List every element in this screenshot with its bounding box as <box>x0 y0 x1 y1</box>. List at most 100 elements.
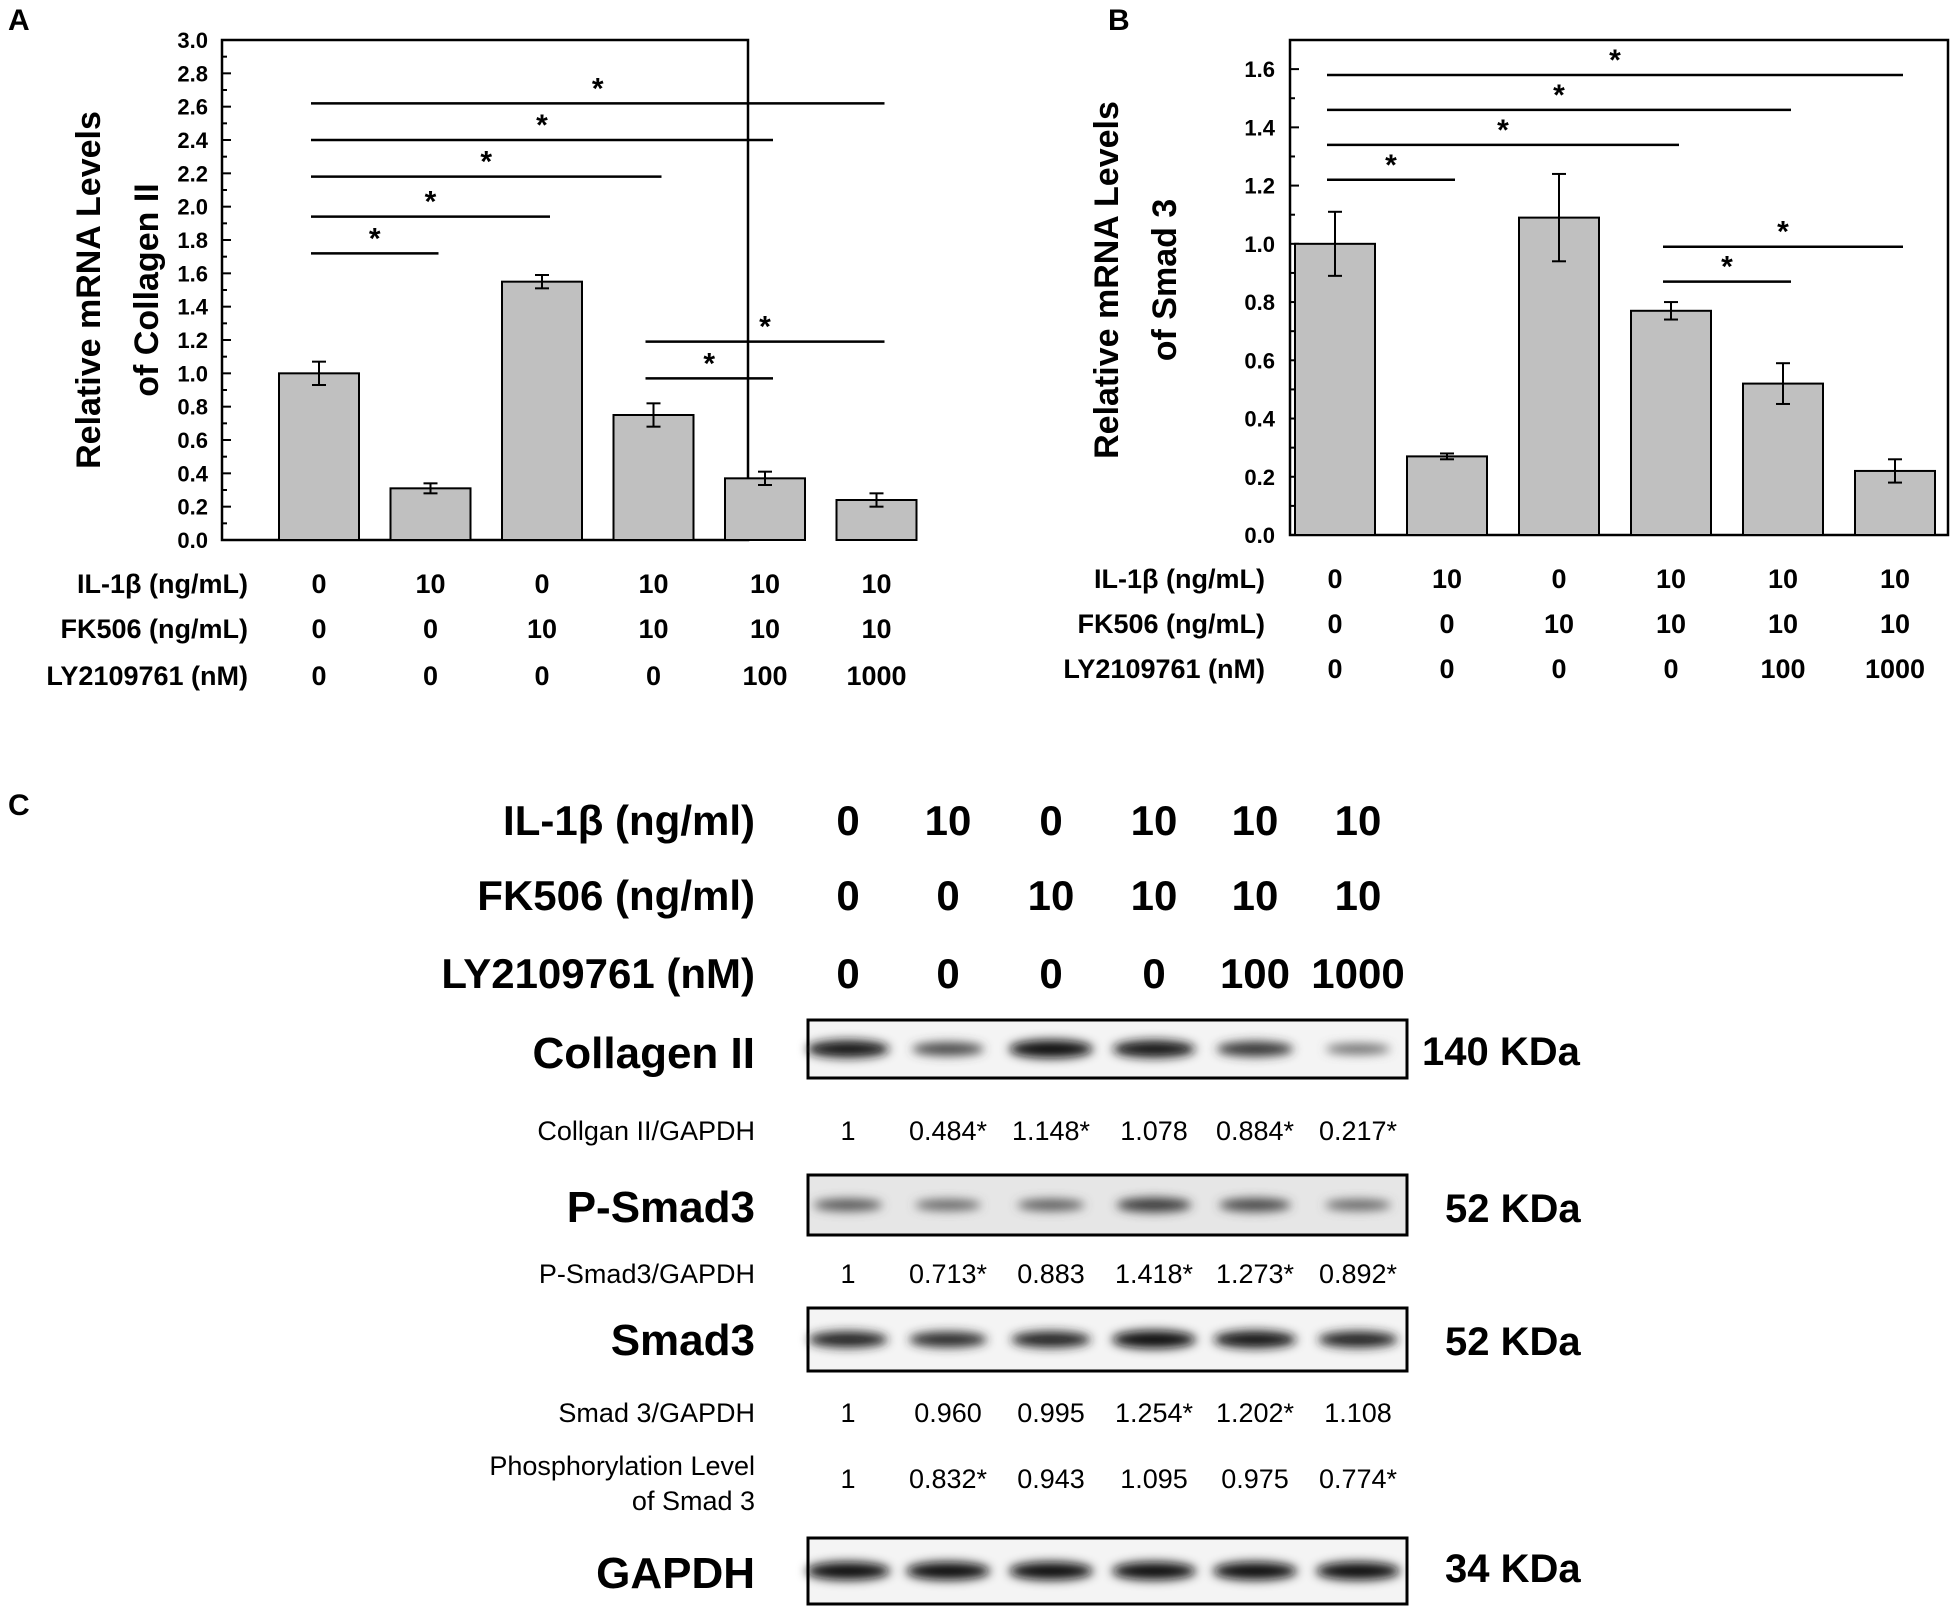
blot-band <box>1112 1330 1196 1349</box>
chart-a-y-tick-label: 3.0 <box>177 28 208 53</box>
blot-treatment-value: 0 <box>1142 950 1165 997</box>
chart-a-treatment-value: 10 <box>861 569 891 599</box>
blot-band <box>1219 1198 1291 1212</box>
chart-b-treatment-label: LY2109761 (nM) <box>1063 654 1265 684</box>
blot-ratio-value: 1.078 <box>1120 1116 1188 1146</box>
chart-a-y-tick-label: 2.6 <box>177 95 208 120</box>
blot-ratio-value: 1.095 <box>1120 1464 1188 1494</box>
blot-band <box>808 1331 888 1348</box>
chart-b-y-tick-label: 0.0 <box>1244 523 1275 548</box>
blot-band <box>1325 1199 1391 1211</box>
chart-b-y-tick-label: 1.0 <box>1244 232 1275 257</box>
chart-a-significance-star: * <box>536 109 548 142</box>
blot-ratio-value: 1.148* <box>1012 1116 1091 1146</box>
chart-b-treatment-value: 0 <box>1551 564 1566 594</box>
chart-a-y-tick-label: 0.2 <box>177 495 208 520</box>
blot-ratio-value: 0.943 <box>1017 1464 1085 1494</box>
chart-a-treatment-value: 1000 <box>846 661 906 691</box>
blot-treatment-value: 10 <box>1335 872 1382 919</box>
blot-ratio-value: 1.273* <box>1216 1259 1295 1289</box>
blot-membrane-frame <box>806 1306 1409 1373</box>
blot-band <box>912 1042 984 1056</box>
chart-a-bar <box>612 414 695 541</box>
chart-a-y-tick-label: 2.8 <box>177 61 208 86</box>
chart-b-y-tick-label: 0.2 <box>1244 465 1275 490</box>
blot-ratio-label: Smad 3/GAPDH <box>558 1398 755 1428</box>
blot-treatment-value: 0 <box>936 872 959 919</box>
blot-ratio-label: Collgan II/GAPDH <box>537 1116 755 1146</box>
chart-a-y-tick-label: 1.4 <box>177 295 208 320</box>
blot-ratio-value: 0.774* <box>1319 1464 1398 1494</box>
chart-a-treatment-value: 0 <box>423 614 438 644</box>
chart-b-significance-star: * <box>1777 216 1789 249</box>
chart-b-treatment-value: 10 <box>1656 609 1686 639</box>
blot-treatment-value: 10 <box>925 797 972 844</box>
blot-band <box>806 1562 890 1580</box>
chart-b-significance-star: * <box>1609 44 1621 77</box>
blot-ratio-value: 1.108 <box>1324 1398 1392 1428</box>
chart-a-y-tick-label: 0.4 <box>177 461 208 486</box>
chart-b-treatment-value: 0 <box>1327 609 1342 639</box>
blot-treatment-value: 0 <box>836 872 859 919</box>
blot-treatment-value: 0 <box>1039 797 1062 844</box>
blot-ratio-value: 1 <box>840 1398 855 1428</box>
blot-ratio-label: of Smad 3 <box>632 1486 755 1516</box>
chart-b-bar <box>1630 309 1712 537</box>
chart-a-significance-star: * <box>369 222 381 255</box>
blot-band <box>1017 1199 1085 1211</box>
blot-kda-label: 34 KDa <box>1445 1547 1581 1591</box>
blot-ratio-value: 1 <box>840 1464 855 1494</box>
chart-b-group: 0.0 0.2 0.4 0.6 0.8 1.0 1.2 1.4 1.6 Relative mRNA… <box>1063 38 1950 684</box>
chart-a-group: 0.0 0.2 0.4 0.6 0.8 1.0 1.2 1.4 1.6 1.8 2.0 2.2 2.4 2… <box>46 28 918 691</box>
blot-band <box>1213 1562 1297 1580</box>
blot-ratio-label: Phosphorylation Level <box>489 1451 755 1481</box>
chart-a-y-tick-label: 1.8 <box>177 228 208 253</box>
chart-b-y-tick-label: 1.4 <box>1244 115 1275 140</box>
chart-a-treatment-value: 0 <box>423 661 438 691</box>
chart-b-y-axis-title: of Smad 3 <box>1146 199 1184 361</box>
blot-ratio-value: 1 <box>840 1116 855 1146</box>
chart-a-y-axis-title: of Collagen II <box>128 183 166 396</box>
chart-b-treatment-value: 0 <box>1439 609 1454 639</box>
chart-b-treatment-value: 0 <box>1663 654 1678 684</box>
chart-b-treatment-value: 10 <box>1880 564 1910 594</box>
chart-b-treatment-label: FK506 (ng/mL) <box>1077 609 1265 639</box>
chart-a-treatment-value: 0 <box>534 661 549 691</box>
chart-a-treatment-value: 0 <box>311 661 326 691</box>
chart-a-bar <box>724 477 806 542</box>
blot-band <box>1112 1040 1196 1058</box>
blot-treatment-value: 10 <box>1232 872 1279 919</box>
blot-treatment-value: 0 <box>836 797 859 844</box>
chart-a-treatment-label: FK506 (ng/mL) <box>60 614 248 644</box>
chart-b-treatment-value: 10 <box>1432 564 1462 594</box>
blot-treatment-value: 10 <box>1131 797 1178 844</box>
chart-a-y-tick-label: 2.2 <box>177 161 208 186</box>
chart-b-treatment-value: 10 <box>1544 609 1574 639</box>
blot-ratio-value: 0.217* <box>1319 1116 1398 1146</box>
chart-a-y-tick-label: 1.6 <box>177 261 208 286</box>
chart-a-bar <box>278 372 360 542</box>
blot-ratio-value: 0.995 <box>1017 1398 1085 1428</box>
chart-a-treatment-value: 0 <box>311 569 326 599</box>
blot-ratio-value: 0.975 <box>1221 1464 1289 1494</box>
chart-b-bar <box>1742 382 1824 536</box>
chart-a-treatment-value: 0 <box>311 614 326 644</box>
blot-ratio-value: 0.960 <box>914 1398 982 1428</box>
blot-kda-label: 140 KDa <box>1422 1030 1581 1074</box>
panel-letter-b: B <box>1108 4 1130 37</box>
blot-kda-label: 52 KDa <box>1445 1187 1581 1231</box>
chart-b-significance-star: * <box>1497 114 1509 147</box>
chart-b-y-tick-label: 0.4 <box>1244 407 1275 432</box>
chart-b-treatment-value: 10 <box>1880 609 1910 639</box>
blot-treatment-value: 1000 <box>1311 950 1404 997</box>
blot-ratio-value: 0.832* <box>909 1464 988 1494</box>
blot-ratio-value: 1.202* <box>1216 1398 1295 1428</box>
chart-b-y-tick-label: 0.8 <box>1244 290 1275 315</box>
blot-ratio-value: 0.713* <box>909 1259 988 1289</box>
blot-band <box>1325 1043 1391 1055</box>
blot-ratio-value: 1.418* <box>1115 1259 1194 1289</box>
panel-letter-c: C <box>8 789 30 822</box>
chart-b-y-tick-label: 1.6 <box>1244 57 1275 82</box>
